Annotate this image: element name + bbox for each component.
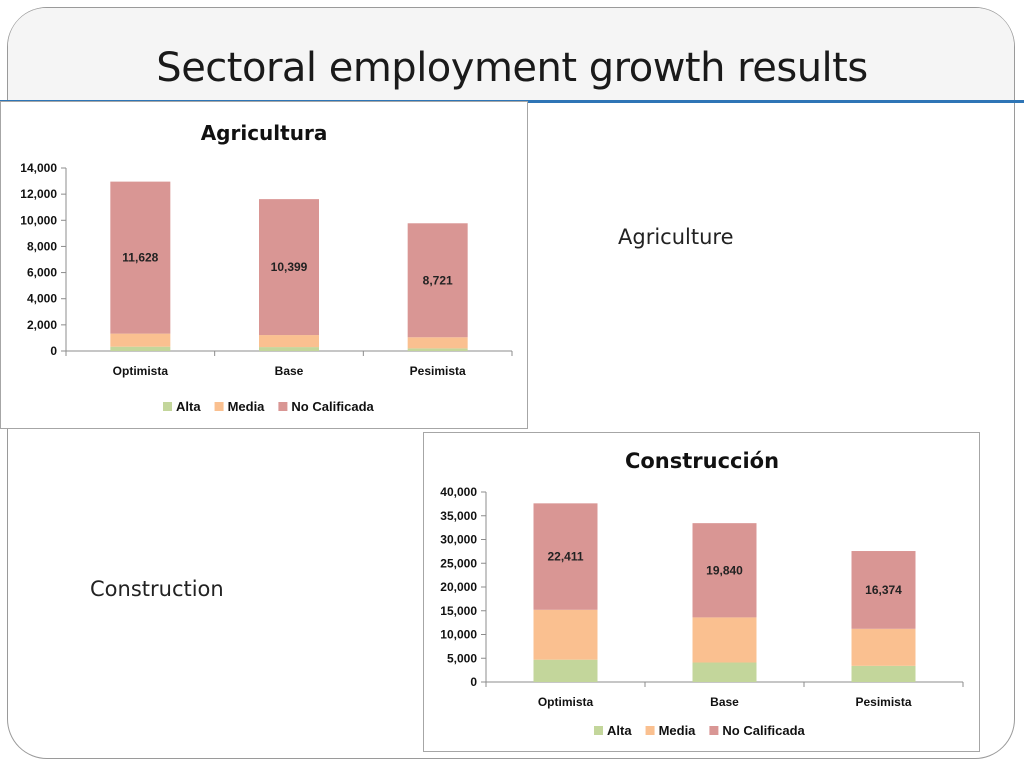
construccion-chart: Construcción 0 5,000 10,000 15,000 20,000 25,0…: [423, 432, 980, 752]
agricultura-bar-alta: [407, 348, 468, 351]
construccion-legend-swatch: [709, 726, 719, 735]
agriculture-label: Agriculture: [618, 225, 734, 249]
construccion-chart-svg: Construcción 0 5,000 10,000 15,000 20,000 25,0…: [440, 449, 964, 738]
agricultura-y-tick-label: 2,000: [27, 318, 57, 332]
construccion-data-label: 19,840: [706, 563, 743, 577]
agricultura-bar-no-calificada: [110, 181, 171, 334]
construccion-y-tick-label: 10,000: [440, 628, 477, 642]
construccion-bar-media: [692, 617, 757, 663]
construccion-bar-alta: [533, 659, 598, 682]
construccion-x-tick-label: Pesimista: [855, 695, 911, 709]
agricultura-y-tick-label: 4,000: [27, 292, 57, 306]
agricultura-legend-label: Alta: [176, 399, 201, 414]
agricultura-x-tick-label: Optimista: [113, 364, 169, 378]
agricultura-chart-svg: Agricultura 0 2,000 4,000 6,000 8,000 10,000 12…: [20, 121, 513, 414]
agricultura-x-tick-label: Base: [275, 364, 304, 378]
construccion-data-label: 16,374: [865, 583, 902, 597]
construccion-x-tick-label: Optimista: [538, 695, 594, 709]
construccion-y-tick-label: 0: [470, 675, 477, 689]
agricultura-y-tick-label: 0: [50, 344, 57, 358]
construccion-bar-no-calificada: [692, 523, 757, 618]
agricultura-chart-title: Agricultura: [201, 121, 328, 145]
construccion-x-tick-label: Base: [710, 695, 739, 709]
construction-label: Construction: [90, 577, 224, 601]
construccion-bar-no-calificada: [533, 503, 598, 610]
construccion-data-label: 22,411: [547, 550, 583, 564]
agricultura-y-tick-label: 8,000: [27, 239, 57, 253]
agricultura-chart: Agricultura 0 2,000 4,000 6,000 8,000 10,000 12…: [0, 101, 528, 429]
agricultura-y-tick-label: 14,000: [20, 161, 57, 175]
construccion-legend-swatch: [645, 726, 655, 735]
agricultura-bar-media: [259, 335, 319, 348]
agricultura-y-tick-label: 6,000: [27, 266, 57, 280]
construccion-y-tick-label: 35,000: [440, 509, 477, 523]
construccion-legend-label: Alta: [607, 723, 632, 738]
construccion-legend-swatch: [594, 726, 603, 735]
construccion-y-tick-label: 15,000: [440, 604, 477, 618]
agricultura-bar-no-calificada: [407, 223, 468, 338]
agricultura-legend-label: No Calificada: [291, 399, 374, 414]
construccion-bar-media: [851, 628, 916, 666]
construccion-chart-title: Construcción: [625, 449, 779, 473]
construccion-bar-no-calificada: [851, 551, 916, 629]
agricultura-data-label: 11,628: [122, 251, 158, 265]
agricultura-x-tick-label: Pesimista: [410, 364, 466, 378]
construccion-legend-label: No Calificada: [722, 723, 805, 738]
agricultura-y-tick-label: 12,000: [20, 187, 57, 201]
title-band: [8, 8, 1014, 101]
agricultura-data-label: 8,721: [423, 273, 453, 287]
slide-title: Sectoral employment growth results: [156, 45, 868, 91]
construccion-y-tick-label: 20,000: [440, 580, 477, 594]
agricultura-bar-alta: [259, 347, 319, 351]
agricultura-bar-alta: [110, 346, 171, 351]
construccion-bar-alta: [851, 665, 916, 682]
agricultura-legend-swatch: [214, 402, 224, 411]
agricultura-bar-media: [407, 337, 468, 349]
construccion-bar-alta: [692, 662, 757, 682]
construccion-bar-media: [533, 609, 598, 660]
construccion-legend-label: Media: [659, 723, 697, 738]
agricultura-legend-label: Media: [228, 399, 266, 414]
construccion-y-tick-label: 5,000: [447, 651, 477, 665]
agricultura-bar-media: [110, 333, 171, 347]
agricultura-data-label: 10,399: [271, 260, 308, 274]
agricultura-y-tick-label: 10,000: [20, 213, 57, 227]
construccion-y-tick-label: 40,000: [440, 485, 477, 499]
construccion-y-tick-label: 25,000: [440, 556, 477, 570]
agricultura-legend-swatch: [278, 402, 288, 411]
agricultura-legend-swatch: [163, 402, 172, 411]
agricultura-bar-no-calificada: [259, 199, 319, 336]
construccion-y-tick-label: 30,000: [440, 533, 477, 547]
